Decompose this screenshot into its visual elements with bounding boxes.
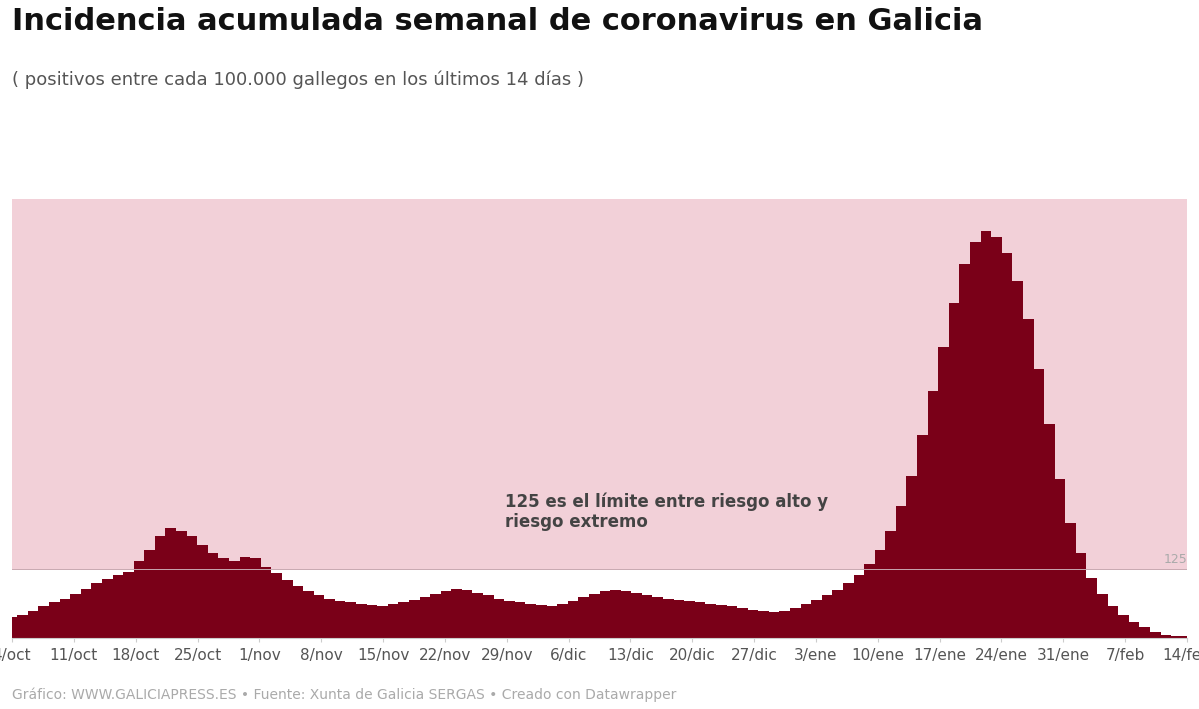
Bar [12, 199, 1187, 569]
Text: 125: 125 [1163, 553, 1187, 566]
Text: Gráfico: WWW.GALICIAPRESS.ES • Fuente: Xunta de Galicia SERGAS • Creado con Data: Gráfico: WWW.GALICIAPRESS.ES • Fuente: X… [12, 688, 676, 702]
Text: 125 es el límite entre riesgo alto y
riesgo extremo: 125 es el límite entre riesgo alto y rie… [506, 492, 829, 531]
Text: Incidencia acumulada semanal de coronavirus en Galicia: Incidencia acumulada semanal de coronavi… [12, 7, 983, 36]
Text: ( positivos entre cada 100.000 gallegos en los últimos 14 días ): ( positivos entre cada 100.000 gallegos … [12, 71, 584, 89]
